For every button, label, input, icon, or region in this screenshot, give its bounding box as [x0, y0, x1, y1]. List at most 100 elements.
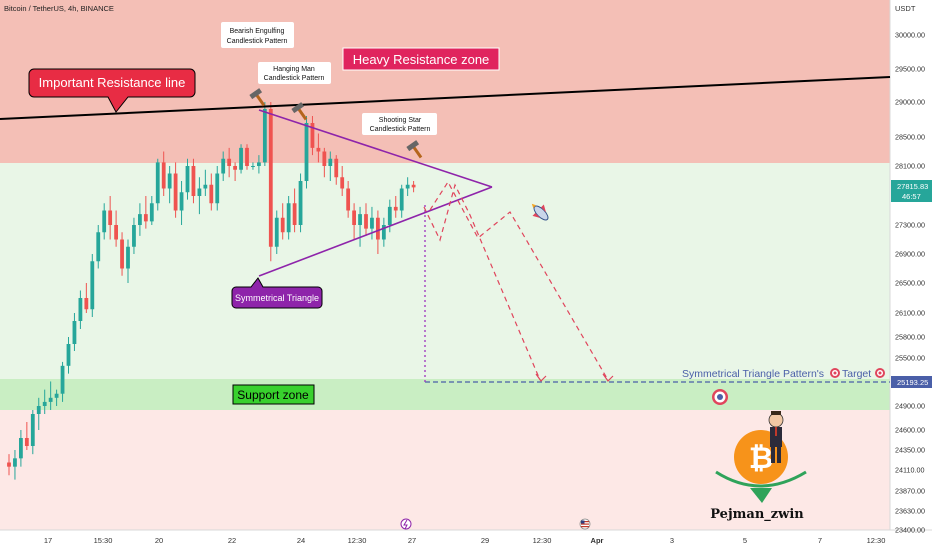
candle-body — [209, 184, 214, 204]
candle-body — [155, 162, 160, 204]
candle-body — [316, 147, 321, 152]
candle — [108, 196, 113, 240]
time-tick-label: 22 — [228, 536, 236, 545]
candle-body — [393, 206, 398, 211]
candle-body — [215, 173, 220, 204]
candle-body — [7, 462, 11, 467]
candle — [405, 177, 410, 196]
candle-body — [203, 184, 208, 189]
candle-body — [114, 225, 118, 240]
candle — [233, 162, 237, 181]
candle-body — [310, 123, 315, 148]
candle-body — [286, 203, 291, 233]
candle — [102, 203, 107, 240]
avatar — [768, 411, 784, 463]
time-tick-label: 12:30 — [533, 536, 552, 545]
svg-text:₿: ₿ — [749, 442, 773, 475]
candle — [126, 239, 130, 283]
triangle-lower-line[interactable] — [258, 186, 493, 277]
time-tick-label: 5 — [743, 536, 747, 545]
price-tick-label: 30000.00 — [895, 31, 925, 40]
candle — [149, 196, 154, 225]
heavy-resistance-label-bg — [342, 47, 500, 71]
candle — [411, 181, 416, 193]
time-tick-label: 20 — [155, 536, 163, 545]
candle — [84, 283, 89, 313]
candle — [364, 203, 368, 236]
candle-body — [48, 397, 53, 402]
important-resistance-line[interactable] — [0, 76, 891, 120]
hanging-man-line2: Candlestick Pattern — [264, 75, 325, 82]
candle — [346, 181, 351, 218]
hammer-icon — [249, 88, 266, 107]
candle — [72, 313, 77, 351]
candle — [304, 116, 309, 189]
candle-body — [298, 181, 303, 225]
candle — [78, 290, 83, 329]
candle-body — [19, 438, 23, 459]
price-axis-ticks: 30000.00 29500.00 29000.00 28500.00 28100.00… — [895, 31, 925, 535]
support-zone-label-bg — [232, 384, 315, 405]
candle-body — [13, 458, 17, 467]
candle — [376, 210, 380, 254]
candle — [221, 151, 226, 181]
candle — [381, 217, 386, 247]
candle-body — [352, 210, 356, 225]
candle-body — [292, 203, 297, 225]
candle — [370, 206, 374, 240]
candle-body — [185, 166, 190, 193]
price-tick-label: 24900.00 — [895, 402, 925, 411]
time-tick-label: Apr — [591, 536, 604, 545]
candle-body — [405, 184, 410, 189]
current-price-countdown: 46:57 — [902, 192, 921, 201]
time-axis-ticks: 17 15:30 20 22 24 12:30 27 29 12:30 Apr 3 5 7 12:30 — [44, 536, 886, 545]
price-tick-label: 28100.00 — [895, 162, 925, 171]
hanging-man-box — [258, 62, 331, 84]
candle-body — [126, 246, 130, 269]
candle — [179, 181, 184, 225]
candle — [310, 116, 315, 156]
candle — [393, 196, 398, 218]
candle-body — [149, 203, 154, 222]
candle — [251, 162, 255, 170]
price-tick-label: 28500.00 — [895, 133, 925, 142]
candle — [185, 158, 190, 200]
time-tick-label: 17 — [44, 536, 52, 545]
candle — [60, 361, 65, 402]
support-zone-label: Support zone — [237, 388, 309, 402]
candle-body — [239, 147, 243, 170]
candle — [245, 144, 249, 170]
candle-body — [191, 166, 196, 196]
time-tick-label: 3 — [670, 536, 674, 545]
candle-body — [54, 393, 59, 398]
candle — [155, 158, 160, 211]
candle — [167, 166, 172, 204]
price-axis-bg — [890, 0, 932, 550]
candle — [36, 397, 41, 430]
candle-body — [262, 109, 267, 163]
time-tick-label: 15:30 — [94, 536, 113, 545]
arrow-head-1 — [535, 373, 547, 382]
candle-body — [245, 147, 249, 166]
candle — [239, 144, 243, 174]
candle — [132, 217, 136, 254]
candle-body — [376, 217, 380, 240]
candle — [114, 210, 118, 247]
projection-path-2 — [429, 180, 609, 381]
candle-body — [268, 109, 273, 247]
candle — [120, 232, 124, 276]
lightning-event-icon — [400, 518, 412, 530]
candle-body — [66, 344, 71, 366]
price-tick-label: 26900.00 — [895, 250, 925, 259]
candle-body — [411, 184, 416, 188]
triangle-upper-line[interactable] — [258, 109, 493, 188]
candle — [352, 203, 356, 240]
price-tick-label: 29000.00 — [895, 98, 925, 107]
candle — [268, 102, 273, 262]
candle — [292, 188, 297, 233]
current-price-tag — [891, 180, 932, 202]
price-tick-label: 23870.00 — [895, 487, 925, 496]
candle-body — [108, 210, 113, 225]
candle-body — [304, 123, 309, 181]
